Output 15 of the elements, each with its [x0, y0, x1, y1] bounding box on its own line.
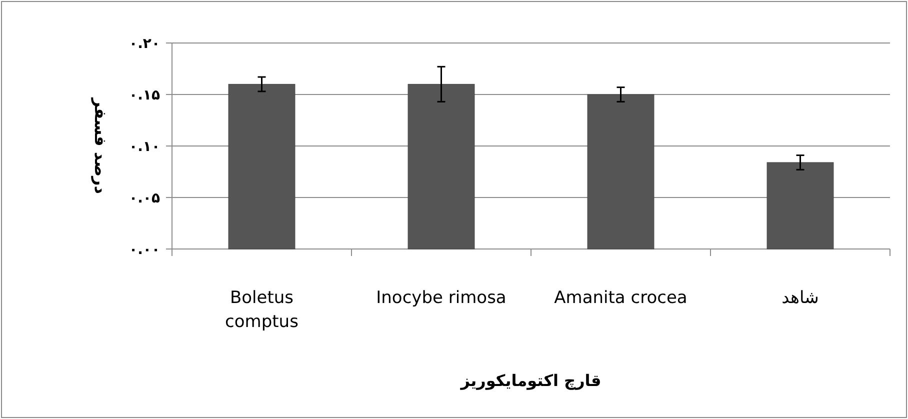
y-tick-label: ۰.۰۰ [129, 242, 160, 258]
bar [408, 84, 475, 250]
bar [228, 84, 296, 250]
x-tick-label: Inocybe rimosa [376, 288, 506, 308]
y-tick-label: ۰.۱۵ [129, 88, 160, 104]
y-tick-label: ۰.۰۵ [129, 190, 160, 206]
x-tick-label: Amanita crocea [554, 288, 688, 308]
y-axis-title: درصد فسفر [91, 97, 110, 194]
bar [766, 162, 834, 250]
x-axis-title: قارچ اکتومایکوریز [460, 371, 602, 390]
x-tick-label: Boletus comptus [225, 288, 299, 332]
y-tick-label: ۰.۱۰ [129, 139, 160, 155]
bar [587, 94, 654, 250]
y-tick-label: ۰.۲۰ [129, 36, 160, 52]
x-tick-label: شاهد [782, 288, 819, 308]
